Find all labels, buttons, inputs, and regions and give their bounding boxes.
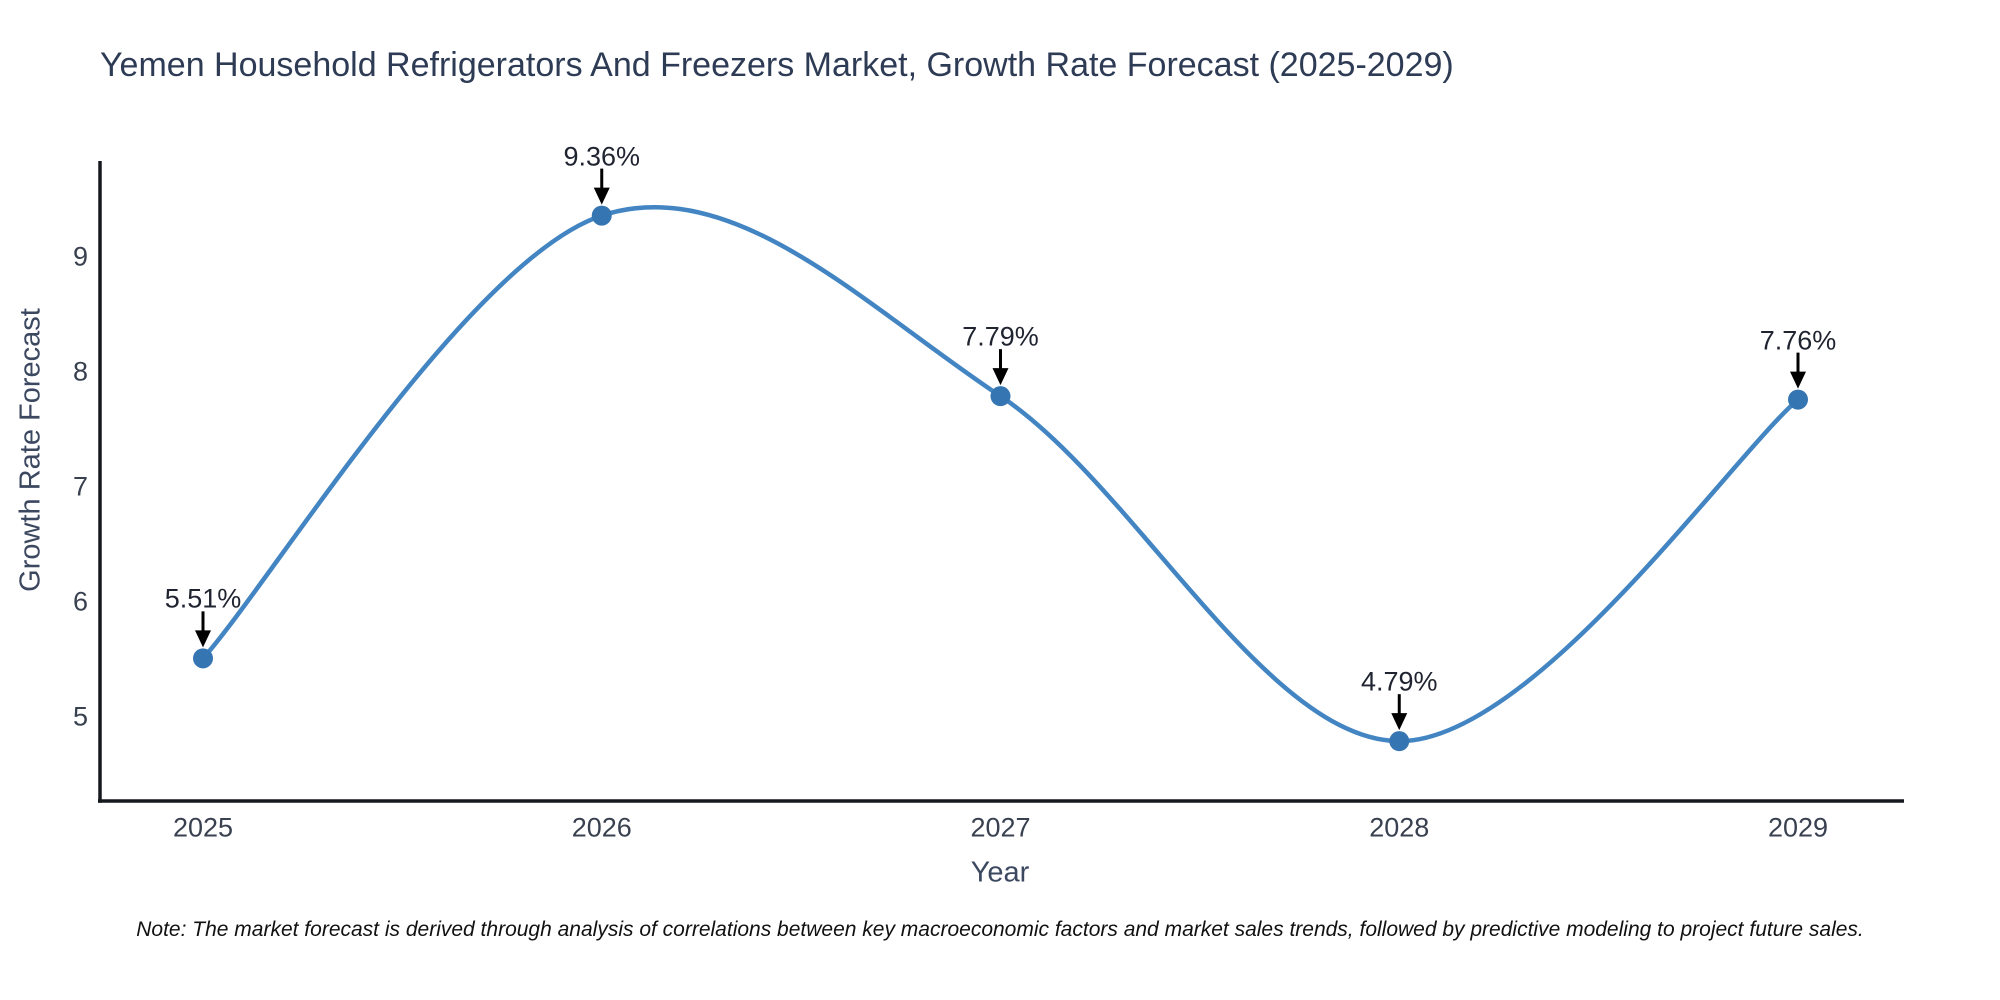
annotation-arrow-head (195, 630, 211, 648)
annotation-arrow-head (992, 368, 1009, 386)
point-annotation: 5.51% (164, 583, 242, 614)
y-tick-label: 6 (72, 586, 88, 617)
data-point-marker (193, 648, 213, 669)
x-tick-label: 2029 (1767, 812, 1829, 843)
growth-rate-line (201, 204, 1800, 744)
annotation-arrow-head (1790, 371, 1806, 389)
annotation-arrow-head (1391, 713, 1408, 731)
y-tick-label: 7 (72, 471, 88, 502)
data-point-marker (1788, 389, 1808, 410)
y-axis-title: Growth Rate Forecast (14, 308, 47, 592)
point-annotation: 7.79% (962, 321, 1039, 352)
point-annotation: 7.76% (1759, 325, 1837, 356)
chart-title: Yemen Household Refrigerators And Freeze… (100, 46, 1454, 84)
x-tick-label: 2028 (1369, 812, 1430, 843)
x-tick-label: 2027 (970, 812, 1031, 843)
annotation-arrow-head (593, 187, 610, 205)
y-tick-label: 8 (72, 356, 88, 387)
x-tick-label: 2025 (172, 812, 234, 843)
y-tick-label: 9 (72, 241, 88, 272)
data-point-marker (591, 205, 612, 226)
data-point-marker (1389, 731, 1410, 752)
point-annotation: 9.36% (563, 141, 641, 172)
footnote: Note: The market forecast is derived thr… (136, 918, 1864, 941)
y-tick-label: 5 (72, 701, 88, 732)
x-tick-label: 2026 (571, 812, 632, 843)
data-point-marker (990, 386, 1011, 407)
point-annotation: 4.79% (1360, 666, 1438, 697)
x-axis-title: Year (970, 856, 1030, 889)
